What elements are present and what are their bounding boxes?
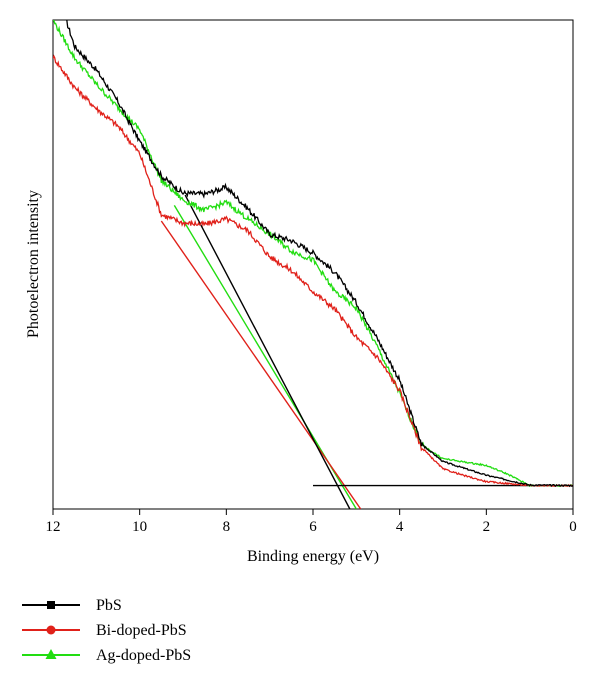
- tangent-lines: [160, 194, 573, 509]
- x-tick-label-0: 12: [46, 519, 61, 535]
- series-line-0: [66, 20, 573, 488]
- x-axis-tick-labels: 12 10 8 6 4 2 0: [46, 519, 577, 535]
- tangent-line-0: [184, 194, 351, 509]
- legend: PbS Bi-doped-PbS Ag-doped-PbS: [22, 597, 191, 664]
- x-tick-label-6: 0: [569, 519, 577, 535]
- legend-marker-1: [46, 625, 56, 635]
- legend-marker-0: [47, 601, 55, 609]
- series-line-1: [53, 54, 573, 488]
- x-tick-label-3: 6: [309, 519, 317, 535]
- legend-marker-2: [45, 649, 57, 659]
- y-axis-label: Photoelectron intensity: [25, 190, 42, 338]
- x-axis-label: Binding energy (eV): [247, 548, 379, 565]
- tangent-line-1: [160, 220, 362, 509]
- x-tick-label-1: 10: [132, 519, 147, 535]
- series-line-2: [53, 20, 573, 488]
- x-axis-ticks: [52, 509, 574, 515]
- x-tick-label-5: 2: [483, 519, 491, 535]
- x-tick-label-4: 4: [396, 519, 404, 535]
- x-tick-label-2: 8: [223, 519, 231, 535]
- series-lines: [53, 20, 573, 488]
- legend-label-0: PbS: [96, 597, 122, 614]
- legend-label-1: Bi-doped-PbS: [96, 622, 187, 639]
- legend-label-2: Ag-doped-PbS: [96, 647, 191, 664]
